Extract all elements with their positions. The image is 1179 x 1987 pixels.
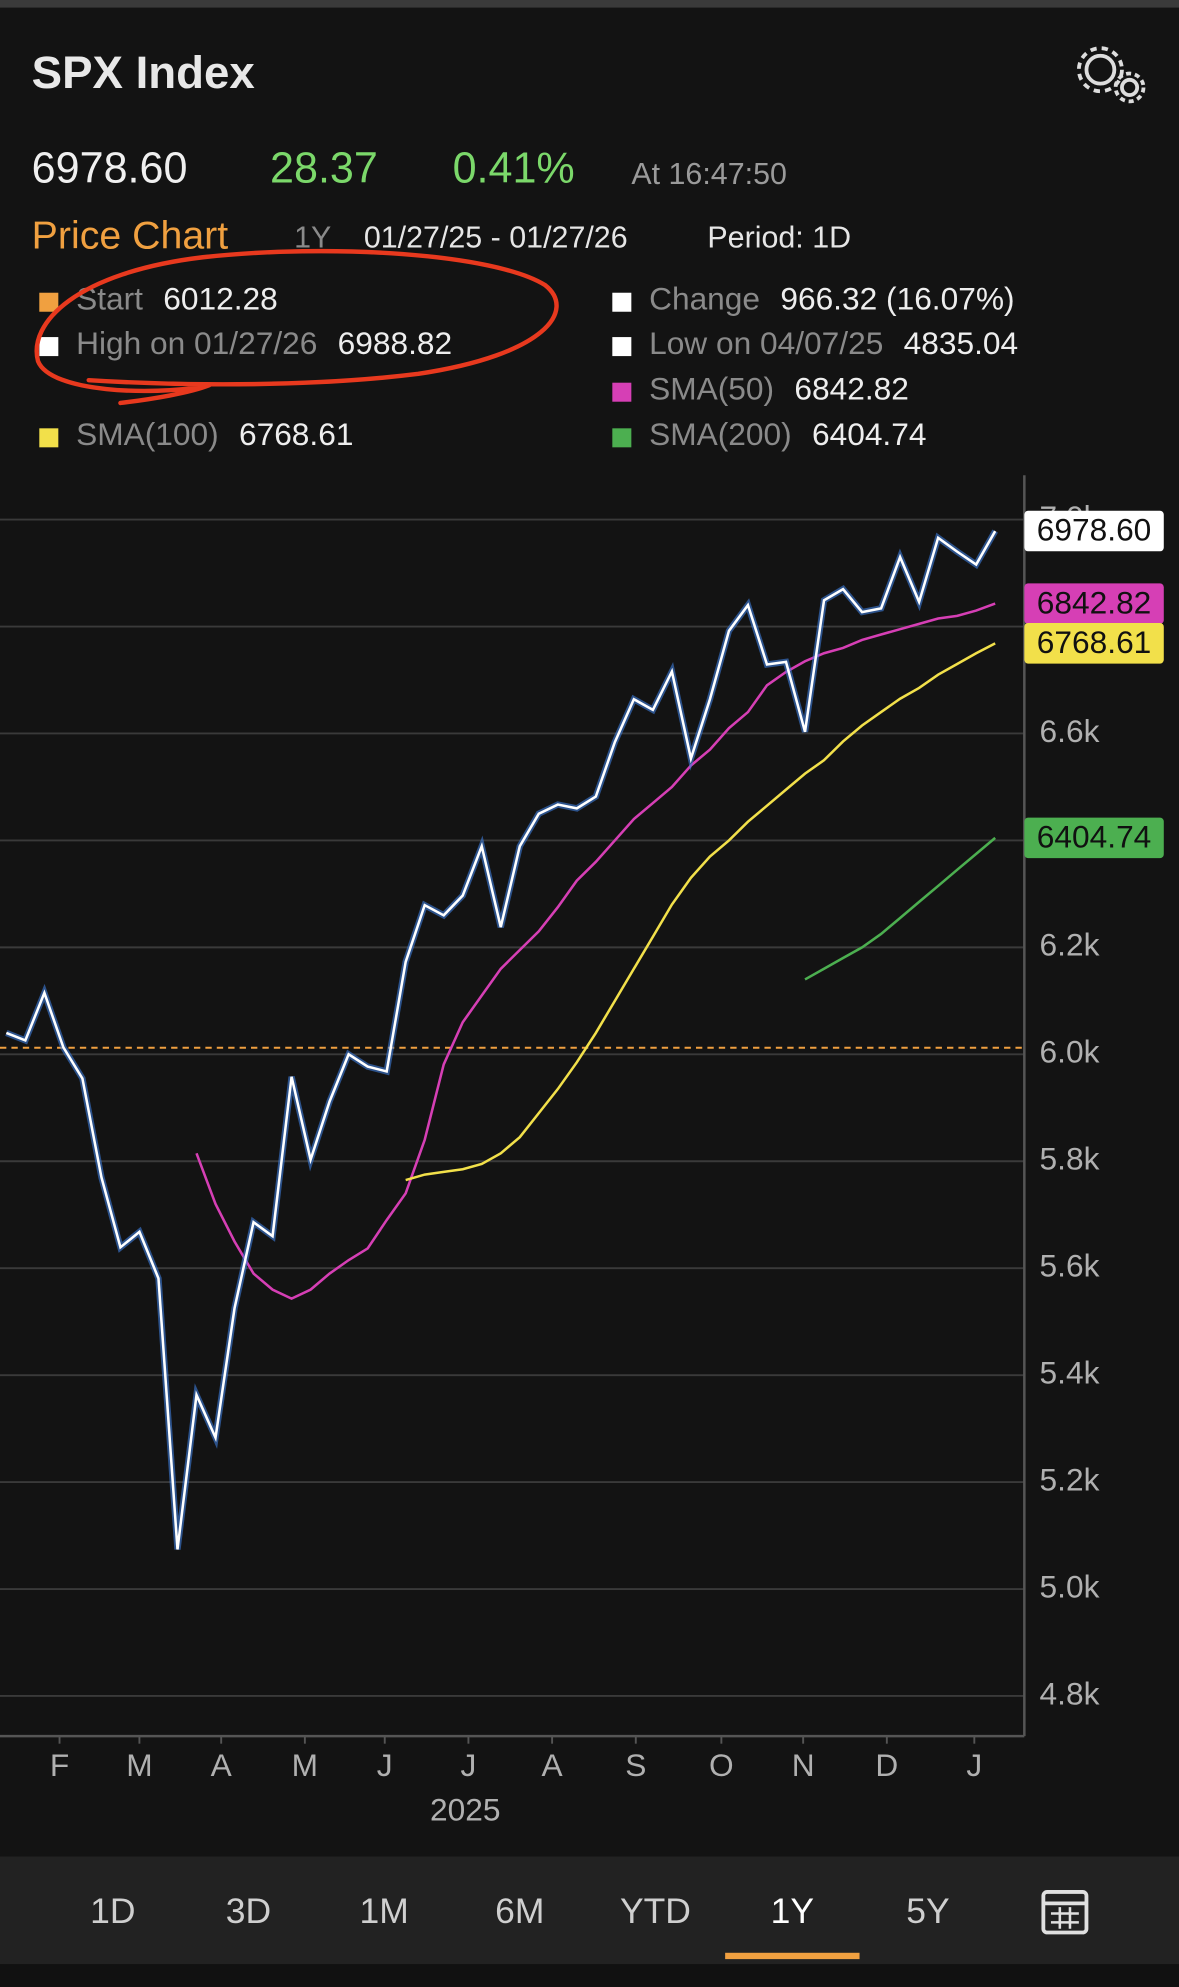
y-tick-label: 5.8k — [1040, 1141, 1100, 1177]
legend-value: 4835.04 — [904, 325, 1019, 361]
tab[interactable]: 3D — [226, 1891, 271, 1931]
sma-line — [405, 642, 996, 1182]
price-tag-label: 6404.74 — [1037, 819, 1152, 855]
legend-swatch — [39, 292, 59, 312]
x-tick-label: J — [966, 1747, 982, 1783]
tab[interactable]: 1D — [90, 1891, 135, 1931]
year-label: 2025 — [430, 1792, 500, 1828]
gear — [1084, 53, 1117, 86]
tab-bar — [0, 1856, 1179, 1965]
legend-entry: Start 6012.28 — [76, 281, 278, 317]
price-tag-label: 6842.82 — [1037, 584, 1152, 620]
legend-entry: SMA(200) 6404.74 — [649, 417, 926, 453]
y-tick-label: 5.6k — [1040, 1248, 1100, 1284]
price-tag — [1024, 583, 1164, 624]
period: Period: 1D — [707, 221, 851, 255]
date-range: 01/27/25 - 01/27/26 — [364, 221, 628, 255]
tab[interactable]: 1M — [359, 1891, 408, 1931]
x-tick-label: A — [211, 1747, 233, 1783]
settings-icon[interactable] — [1076, 46, 1146, 104]
gear-teeth — [1076, 46, 1124, 94]
plot: 4.8k5.0k5.2k5.4k5.6k5.8k6.0k6.2k6.4k6.6k… — [0, 475, 1164, 1827]
tab[interactable]: 1Y — [771, 1891, 814, 1931]
y-tick-label: 6.6k — [1040, 713, 1100, 749]
legend-value: 6768.61 — [239, 417, 354, 453]
y-tick-label: 6.2k — [1040, 927, 1100, 963]
legend-value: 6404.74 — [812, 417, 927, 453]
y-tick-label: 4.8k — [1040, 1675, 1100, 1711]
price-line — [5, 530, 997, 1550]
legend-swatch — [612, 428, 632, 448]
annotation-circle — [34, 248, 559, 406]
legend-entry: Low on 04/07/25 4835.04 — [649, 325, 1018, 361]
y-tick-label: 5.0k — [1040, 1568, 1100, 1604]
price-tag — [1024, 510, 1164, 552]
legend-swatch — [39, 337, 59, 357]
tab[interactable]: 6M — [495, 1891, 544, 1931]
price-tag-label: 6978.60 — [1037, 512, 1152, 548]
legend: Start 6012.28 Change 966.32 (16.07%) High on… — [39, 281, 1018, 453]
legend-value: 6842.82 — [794, 371, 909, 407]
x-tick-label: M — [126, 1747, 152, 1783]
legend-swatch — [39, 428, 59, 448]
calendar-body — [1041, 1890, 1089, 1935]
price-tag — [1024, 817, 1164, 859]
legend-swatch — [612, 337, 632, 357]
legend-label: High on 01/27/26 — [76, 325, 317, 361]
legend-entry: High on 01/27/26 6988.82 — [76, 325, 452, 361]
legend-value: 966.32 (16.07%) — [780, 281, 1014, 317]
legend-label: SMA(100) — [76, 417, 219, 453]
calendar-grid — [1050, 1907, 1079, 1929]
active-tab-underline — [725, 1952, 860, 1960]
legend-entry: SMA(100) 6768.61 — [76, 417, 353, 453]
x-tick-label: A — [542, 1747, 564, 1783]
title: SPX Index — [32, 47, 256, 98]
price-tag-label: 6768.61 — [1037, 624, 1152, 660]
legend-label: SMA(50) — [649, 371, 774, 407]
x-tick-label: F — [50, 1747, 69, 1783]
calendar-icon[interactable] — [1041, 1890, 1089, 1935]
x-tick-label: S — [625, 1747, 646, 1783]
gear-teeth — [1113, 71, 1146, 104]
x-tick-label: J — [461, 1747, 477, 1783]
x-tick-label: N — [792, 1747, 815, 1783]
timestamp: At 16:47:50 — [631, 157, 787, 191]
y-tick-label: 5.4k — [1040, 1355, 1100, 1391]
legend-value: 6012.28 — [163, 281, 278, 317]
tab[interactable]: YTD — [620, 1891, 691, 1931]
sma-line — [195, 602, 996, 1301]
x-tick-label: O — [709, 1747, 734, 1783]
y-tick-label: 5.2k — [1040, 1461, 1100, 1497]
legend-label: Change — [649, 281, 760, 317]
legend-label: SMA(200) — [649, 417, 792, 453]
sma-line — [804, 836, 996, 981]
x-tick-label: D — [875, 1747, 898, 1783]
last-price: 6978.60 — [32, 144, 188, 192]
legend-entry: Change 966.32 (16.07%) — [649, 281, 1014, 317]
legend-swatch — [612, 292, 632, 312]
top-strip — [0, 0, 1179, 8]
legend-swatch — [612, 382, 632, 402]
gear — [1120, 77, 1140, 97]
legend-label: Low on 04/07/25 — [649, 325, 883, 361]
legend-entry: SMA(50) 6842.82 — [649, 371, 909, 407]
pct-change: 0.41% — [453, 144, 575, 192]
x-tick-label: J — [377, 1747, 393, 1783]
net-change: 28.37 — [270, 144, 378, 192]
legend-value: 6988.82 — [338, 325, 453, 361]
price-tag — [1024, 623, 1164, 664]
y-tick-label: 6.0k — [1040, 1034, 1100, 1070]
section-title: Price Chart — [32, 214, 229, 258]
bottom-strip — [0, 1964, 1179, 1987]
tabs: 1D 3D 1M 6M YTD 1Y 5Y — [90, 1891, 950, 1960]
tab[interactable]: 5Y — [906, 1891, 949, 1931]
legend-label: Start — [76, 281, 143, 317]
x-tick-label: M — [292, 1747, 318, 1783]
